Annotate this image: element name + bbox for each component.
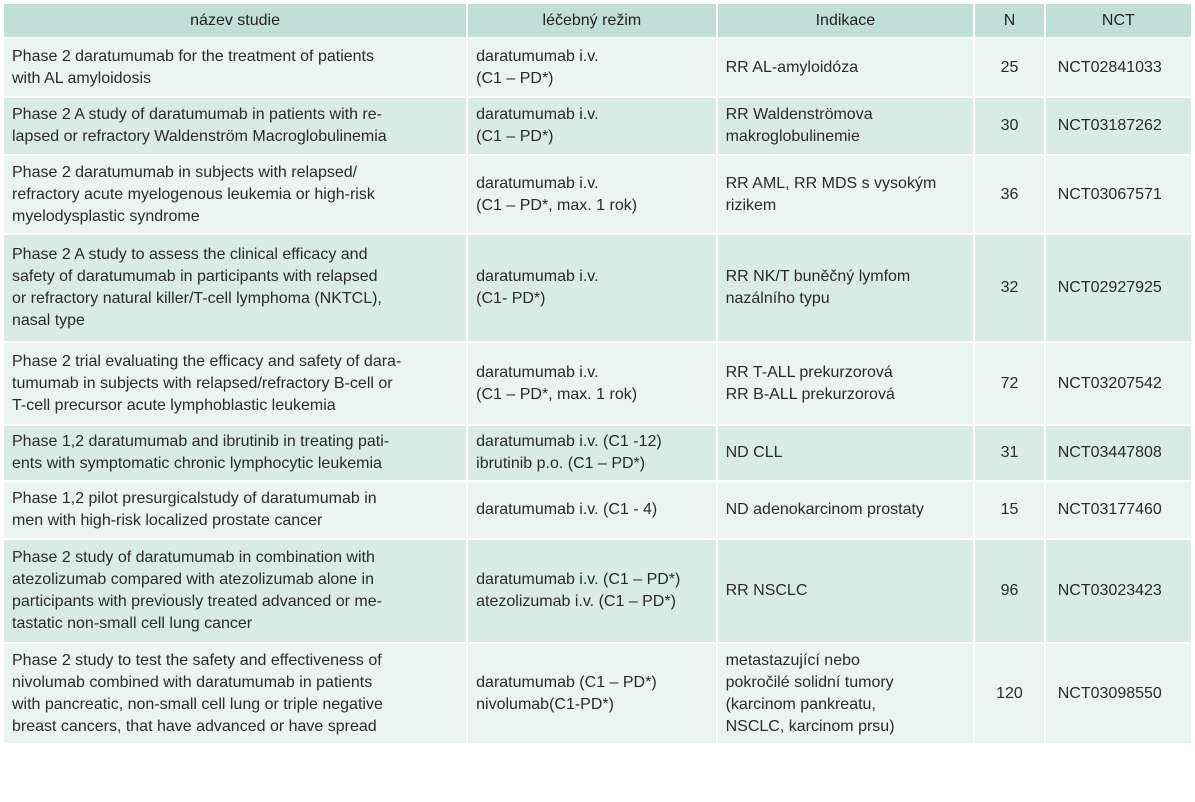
n-cell: 36 [973,154,1046,235]
table-row: Phase 1,2 daratumumab and ibrutinib in t… [1,424,1194,482]
nct-cell: NCT03023423 [1043,538,1194,644]
study-cell: Phase 2 study of daratumumab in combinat… [1,538,469,644]
table-row: Phase 2 study to test the safety and eff… [1,642,1194,745]
regimen-cell: daratumumab i.v. (C1 – PD*, max. 1 rok) [466,154,718,235]
regimen-cell: daratumumab i.v. (C1 – PD*) atezolizumab… [466,538,718,644]
indication-cell: metastazující nebo pokročilé solidní tum… [715,642,976,745]
study-cell: Phase 2 trial evaluating the efficacy an… [1,341,469,426]
nct-cell: NCT02927925 [1043,233,1194,343]
study-cell: Phase 2 A study to assess the clinical e… [1,233,469,343]
n-cell: 96 [973,538,1046,644]
nct-cell: NCT03207542 [1043,341,1194,426]
nct-cell: NCT03098550 [1043,642,1194,745]
regimen-cell: daratumumab i.v. (C1 - 4) [466,480,718,540]
study-cell: Phase 1,2 pilot presurgicalstudy of dara… [1,480,469,540]
table-row: Phase 2 study of daratumumab in combinat… [1,538,1194,644]
study-cell: Phase 2 daratumumab for the treatment of… [1,37,469,98]
nct-cell: NCT03177460 [1043,480,1194,540]
indication-cell: RR AL-amyloidóza [715,37,976,98]
indication-cell: RR Waldenströmova makroglobulinemie [715,96,976,156]
table-row: Phase 1,2 pilot presurgicalstudy of dara… [1,480,1194,540]
regimen-cell: daratumumab (C1 – PD*) nivolumab(C1-PD*) [466,642,718,745]
study-cell: Phase 2 A study of daratumumab in patien… [1,96,469,156]
indication-cell: RR NK/T buněčný lymfom nazálního typu [715,233,976,343]
header-n: N [973,2,1046,39]
indication-cell: RR NSCLC [715,538,976,644]
n-cell: 15 [973,480,1046,540]
regimen-cell: daratumumab i.v. (C1- PD*) [466,233,718,343]
indication-cell: ND CLL [715,424,976,482]
n-cell: 72 [973,341,1046,426]
header-study: název studie [1,2,469,39]
study-cell: Phase 2 study to test the safety and eff… [1,642,469,745]
table-row: Phase 2 daratumumab in subjects with rel… [1,154,1194,235]
header-regimen: léčebný režim [466,2,718,39]
table-row: Phase 2 A study of daratumumab in patien… [1,96,1194,156]
n-cell: 32 [973,233,1046,343]
header-nct: NCT [1043,2,1194,39]
indication-cell: RR T-ALL prekurzorová RR B-ALL prekurzor… [715,341,976,426]
header-row: název studie léčebný režim Indikace N NC… [1,2,1194,39]
regimen-cell: daratumumab i.v. (C1 – PD*) [466,37,718,98]
nct-cell: NCT03187262 [1043,96,1194,156]
table-row: Phase 2 daratumumab for the treatment of… [1,37,1194,98]
n-cell: 25 [973,37,1046,98]
indication-cell: RR AML, RR MDS s vysokým rizikem [715,154,976,235]
indication-cell: ND adenokarcinom prostaty [715,480,976,540]
header-indication: Indikace [715,2,976,39]
studies-table: název studie léčebný režim Indikace N NC… [1,2,1194,745]
study-cell: Phase 1,2 daratumumab and ibrutinib in t… [1,424,469,482]
nct-cell: NCT02841033 [1043,37,1194,98]
study-cell: Phase 2 daratumumab in subjects with rel… [1,154,469,235]
table-row: Phase 2 trial evaluating the efficacy an… [1,341,1194,426]
regimen-cell: daratumumab i.v. (C1 -12) ibrutinib p.o.… [466,424,718,482]
n-cell: 120 [973,642,1046,745]
regimen-cell: daratumumab i.v. (C1 – PD*) [466,96,718,156]
nct-cell: NCT03447808 [1043,424,1194,482]
nct-cell: NCT03067571 [1043,154,1194,235]
n-cell: 31 [973,424,1046,482]
n-cell: 30 [973,96,1046,156]
table-row: Phase 2 A study to assess the clinical e… [1,233,1194,343]
regimen-cell: daratumumab i.v. (C1 – PD*, max. 1 rok) [466,341,718,426]
